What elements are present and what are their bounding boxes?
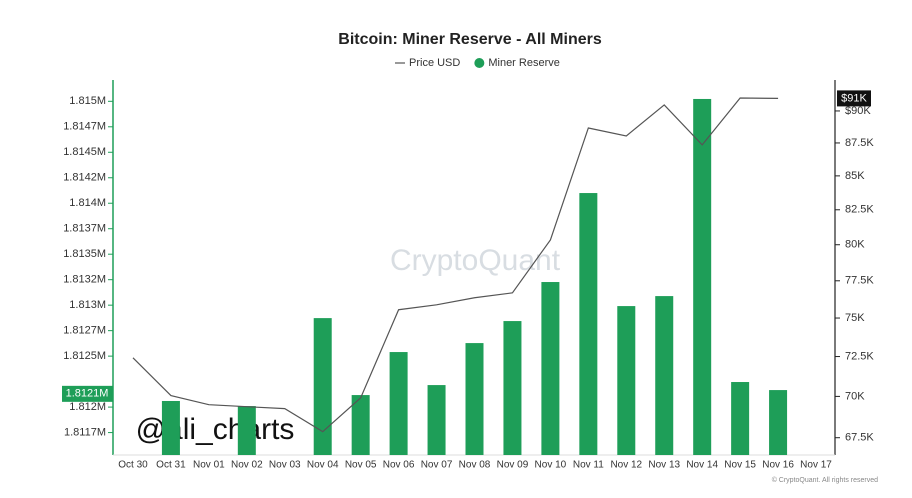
bar <box>389 352 408 455</box>
y2-tick-label: 70K <box>845 390 865 402</box>
y2-tick-label: 80K <box>845 239 865 251</box>
price-marker-box <box>837 90 871 107</box>
bar <box>617 306 636 455</box>
bar <box>731 382 750 455</box>
legend-dot <box>474 58 485 68</box>
x-tick-label: Nov 14 <box>686 460 718 471</box>
x-tick-label: Nov 03 <box>269 460 301 471</box>
x-tick-label: Nov 15 <box>724 460 756 471</box>
y-tick-label: 1.8145M <box>63 146 106 158</box>
x-tick-label: Nov 06 <box>383 460 415 471</box>
x-tick-label: Nov 16 <box>762 460 794 471</box>
y-tick-label: 1.8127M <box>63 325 106 337</box>
y2-tick-label: 72.5K <box>845 350 874 362</box>
x-tick-label: Oct 30 <box>118 460 148 471</box>
bar <box>579 193 598 456</box>
y-tick-label: 1.815M <box>69 95 106 107</box>
y-tick-label: 1.8132M <box>63 274 106 286</box>
y2-tick-label: 87.5K <box>845 137 874 149</box>
bar <box>427 385 446 455</box>
y-tick-label: 1.8117M <box>64 426 106 438</box>
credit: @ali_charts <box>136 413 295 446</box>
x-tick-label: Nov 02 <box>231 460 263 471</box>
price-marker-label: $91K <box>841 92 867 104</box>
x-tick-label: Nov 17 <box>800 460 832 471</box>
x-tick-label: Nov 12 <box>610 460 642 471</box>
bar <box>465 343 484 455</box>
x-tick-label: Nov 01 <box>193 460 225 471</box>
bar <box>503 321 522 455</box>
x-tick-label: Oct 31 <box>156 460 186 471</box>
legend-label: Miner Reserve <box>488 57 560 69</box>
x-tick-label: Nov 08 <box>459 460 491 471</box>
x-tick-label: Nov 11 <box>573 460 604 471</box>
y-tick-label: 1.8135M <box>63 248 106 260</box>
y-tick-label: 1.812M <box>69 401 106 413</box>
y-tick-label: 1.8125M <box>63 350 106 362</box>
legend-label: Price USD <box>409 57 460 69</box>
watermark: CryptoQuant <box>390 244 561 277</box>
bar <box>541 282 560 455</box>
y2-tick-label: 77.5K <box>845 275 874 287</box>
price-line <box>132 97 779 433</box>
x-tick-label: Nov 05 <box>345 460 377 471</box>
bar <box>161 400 180 455</box>
y-tick-label: 1.8137M <box>63 223 106 235</box>
y2-tick-label: 75K <box>845 312 865 324</box>
reserve-marker-label: 1.8121M <box>66 388 109 400</box>
bar <box>655 296 674 455</box>
bar <box>237 406 256 455</box>
y2-tick-label: 85K <box>845 170 865 182</box>
x-tick-label: Nov 13 <box>648 460 680 471</box>
bar <box>769 390 788 455</box>
chart-title: Bitcoin: Miner Reserve - All Miners <box>338 31 602 48</box>
copyright: © CryptoQuant. All rights reserved <box>772 476 878 484</box>
y2-tick-label: 67.5K <box>845 432 874 444</box>
y-tick-label: 1.813M <box>69 299 106 311</box>
y2-tick-label: 82.5K <box>845 204 874 216</box>
x-tick-label: Nov 04 <box>307 460 339 471</box>
y-tick-label: 1.8147M <box>63 121 106 133</box>
x-tick-label: Nov 10 <box>535 460 567 471</box>
bar <box>351 395 370 455</box>
x-tick-label: Nov 07 <box>421 460 453 471</box>
y-tick-label: 1.8142M <box>63 172 106 184</box>
reserve-marker-box <box>62 385 113 402</box>
y-tick-label: 1.814M <box>69 197 106 209</box>
y2-tick-label: $90K <box>845 105 871 117</box>
x-tick-label: Nov 09 <box>497 460 529 471</box>
bar <box>693 98 712 456</box>
bar <box>313 318 332 455</box>
